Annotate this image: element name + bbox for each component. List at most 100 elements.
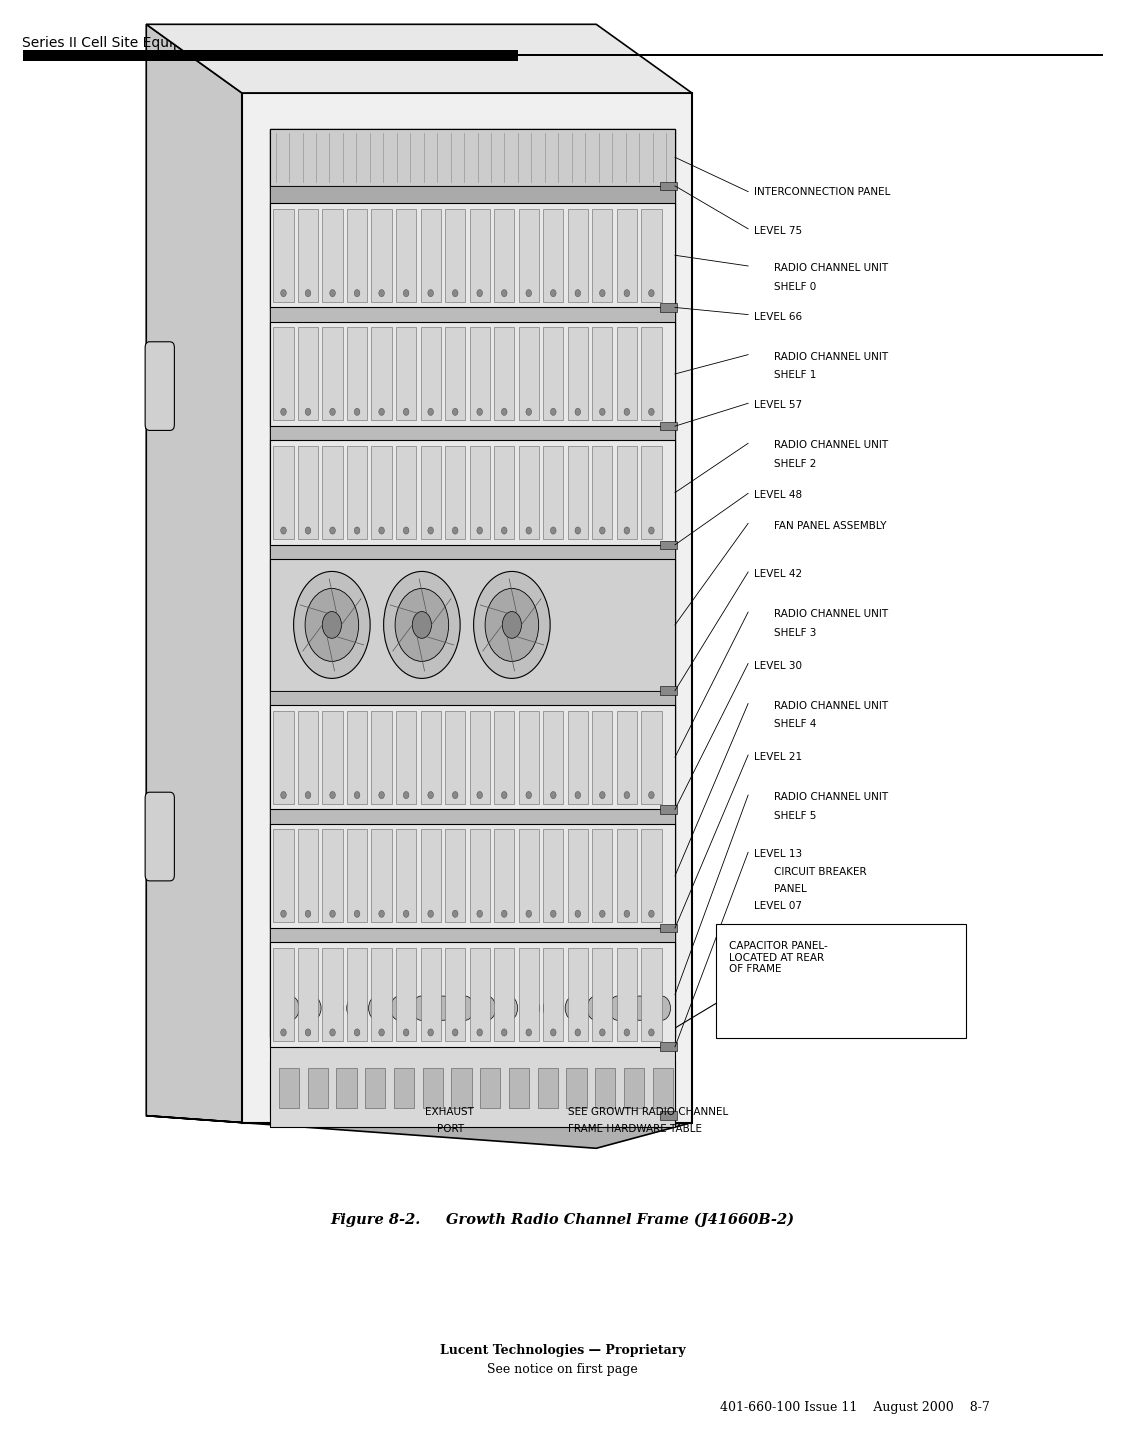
Ellipse shape bbox=[323, 612, 342, 638]
Bar bbox=[568, 711, 588, 804]
Ellipse shape bbox=[281, 409, 286, 416]
Bar bbox=[518, 54, 1102, 56]
Ellipse shape bbox=[526, 1030, 532, 1035]
Bar bbox=[298, 711, 318, 804]
Bar bbox=[270, 545, 675, 559]
Bar bbox=[308, 1068, 328, 1108]
Ellipse shape bbox=[346, 997, 364, 1021]
Ellipse shape bbox=[550, 289, 556, 297]
Ellipse shape bbox=[281, 289, 286, 297]
Text: RADIO CHANNEL UNIT: RADIO CHANNEL UNIT bbox=[774, 263, 888, 273]
Ellipse shape bbox=[648, 909, 655, 918]
Text: LEVEL 75: LEVEL 75 bbox=[754, 226, 802, 236]
Text: SHELF 1: SHELF 1 bbox=[774, 370, 817, 380]
Bar bbox=[273, 209, 294, 302]
Ellipse shape bbox=[390, 997, 408, 1021]
Bar bbox=[396, 327, 416, 420]
Bar bbox=[396, 446, 416, 539]
Bar bbox=[616, 446, 637, 539]
Bar bbox=[660, 1042, 677, 1051]
Bar bbox=[660, 805, 677, 814]
Text: LEVEL 57: LEVEL 57 bbox=[754, 400, 802, 410]
Bar bbox=[616, 209, 637, 302]
Bar bbox=[298, 948, 318, 1041]
Ellipse shape bbox=[412, 997, 430, 1021]
Bar bbox=[543, 711, 564, 804]
Bar bbox=[421, 829, 441, 922]
Ellipse shape bbox=[354, 909, 360, 918]
Bar bbox=[396, 711, 416, 804]
Ellipse shape bbox=[428, 1030, 433, 1035]
Text: FRAME HARDWARE TABLE: FRAME HARDWARE TABLE bbox=[568, 1124, 702, 1134]
Bar bbox=[508, 1068, 529, 1108]
Bar bbox=[421, 209, 441, 302]
Ellipse shape bbox=[354, 1030, 360, 1035]
Text: EXHAUST: EXHAUST bbox=[425, 1107, 474, 1117]
Bar bbox=[494, 209, 514, 302]
Bar bbox=[279, 1068, 299, 1108]
Ellipse shape bbox=[575, 791, 580, 798]
Ellipse shape bbox=[477, 409, 483, 416]
Bar bbox=[519, 948, 539, 1041]
Bar bbox=[270, 186, 675, 203]
Ellipse shape bbox=[379, 1030, 385, 1035]
Bar bbox=[494, 948, 514, 1041]
Ellipse shape bbox=[379, 289, 385, 297]
Text: Series II Cell Site Equipment Descriptions: Series II Cell Site Equipment Descriptio… bbox=[22, 36, 309, 50]
Bar bbox=[273, 327, 294, 420]
Ellipse shape bbox=[404, 409, 410, 416]
Bar bbox=[346, 829, 367, 922]
Ellipse shape bbox=[384, 572, 460, 678]
Ellipse shape bbox=[600, 1030, 605, 1035]
Ellipse shape bbox=[526, 909, 532, 918]
Bar bbox=[568, 948, 588, 1041]
Bar bbox=[323, 209, 343, 302]
Ellipse shape bbox=[575, 289, 580, 297]
Ellipse shape bbox=[428, 909, 433, 918]
Ellipse shape bbox=[474, 572, 550, 678]
Ellipse shape bbox=[305, 1030, 310, 1035]
Ellipse shape bbox=[452, 409, 458, 416]
Bar bbox=[641, 327, 662, 420]
Ellipse shape bbox=[294, 572, 370, 678]
Ellipse shape bbox=[428, 289, 433, 297]
Bar bbox=[660, 422, 677, 430]
Ellipse shape bbox=[550, 526, 556, 535]
Bar bbox=[396, 948, 416, 1041]
Bar bbox=[616, 948, 637, 1041]
Bar bbox=[616, 829, 637, 922]
Ellipse shape bbox=[477, 791, 483, 798]
Ellipse shape bbox=[609, 997, 627, 1021]
Bar bbox=[660, 1111, 677, 1120]
Ellipse shape bbox=[325, 997, 343, 1021]
Ellipse shape bbox=[477, 526, 483, 535]
Ellipse shape bbox=[575, 409, 580, 416]
Ellipse shape bbox=[412, 612, 432, 638]
Ellipse shape bbox=[456, 997, 474, 1021]
Bar bbox=[270, 1061, 675, 1115]
Text: 401-660-100 Issue 11    August 2000    8-7: 401-660-100 Issue 11 August 2000 8-7 bbox=[720, 1401, 990, 1414]
Bar bbox=[469, 209, 489, 302]
Ellipse shape bbox=[369, 997, 387, 1021]
Bar bbox=[519, 209, 539, 302]
Ellipse shape bbox=[502, 909, 507, 918]
Bar bbox=[592, 711, 612, 804]
Bar bbox=[660, 182, 677, 190]
Bar bbox=[543, 209, 564, 302]
Bar bbox=[396, 829, 416, 922]
Text: LEVEL 07: LEVEL 07 bbox=[754, 901, 802, 911]
Text: LEVEL 13: LEVEL 13 bbox=[754, 849, 802, 859]
Bar bbox=[595, 1068, 615, 1108]
Text: RADIO CHANNEL UNIT: RADIO CHANNEL UNIT bbox=[774, 440, 888, 450]
Bar bbox=[446, 829, 466, 922]
Bar bbox=[469, 327, 489, 420]
Ellipse shape bbox=[330, 791, 335, 798]
Bar bbox=[346, 446, 367, 539]
Bar bbox=[336, 1068, 357, 1108]
Ellipse shape bbox=[477, 909, 483, 918]
Bar bbox=[323, 711, 343, 804]
Ellipse shape bbox=[305, 289, 310, 297]
Bar bbox=[451, 1068, 471, 1108]
Bar bbox=[371, 327, 391, 420]
Bar bbox=[270, 705, 675, 809]
